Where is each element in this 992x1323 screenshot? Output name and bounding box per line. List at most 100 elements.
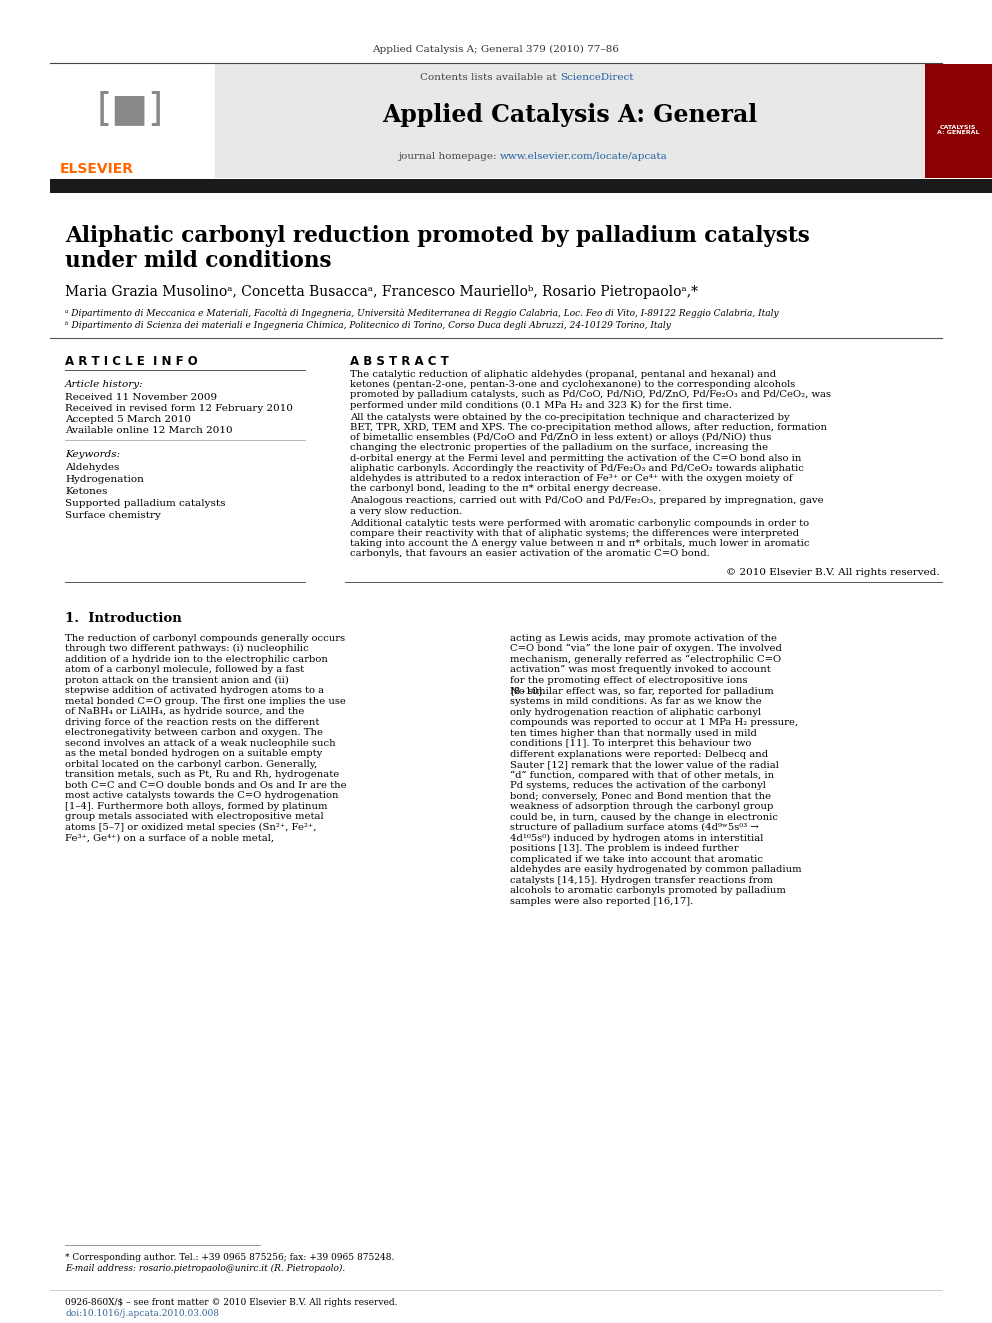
Text: aldehydes is attributed to a redox interaction of Fe³⁺ or Ce⁴⁺ with the oxygen m: aldehydes is attributed to a redox inter…	[350, 474, 793, 483]
Text: Article history:: Article history:	[65, 380, 144, 389]
Text: Received 11 November 2009: Received 11 November 2009	[65, 393, 217, 402]
Text: [8–10].: [8–10].	[510, 687, 546, 695]
Text: transition metals, such as Pt, Ru and Rh, hydrogenate: transition metals, such as Pt, Ru and Rh…	[65, 770, 339, 779]
Text: Hydrogenation: Hydrogenation	[65, 475, 144, 484]
Text: ELSEVIER: ELSEVIER	[60, 161, 134, 176]
Text: stepwise addition of activated hydrogen atoms to a: stepwise addition of activated hydrogen …	[65, 687, 324, 695]
Text: most active catalysts towards the C=O hydrogenation: most active catalysts towards the C=O hy…	[65, 791, 338, 800]
Text: second involves an attack of a weak nucleophile such: second involves an attack of a weak nucl…	[65, 738, 335, 747]
Text: Received in revised form 12 February 2010: Received in revised form 12 February 201…	[65, 404, 293, 413]
Text: Additional catalytic tests were performed with aromatic carbonylic compounds in : Additional catalytic tests were performe…	[350, 519, 809, 528]
Text: ᵇ Dipartimento di Scienza dei materiali e Ingegneria Chimica, Politecnico di Tor: ᵇ Dipartimento di Scienza dei materiali …	[65, 321, 671, 329]
Text: C=O bond “via” the lone pair of oxygen. The involved: C=O bond “via” the lone pair of oxygen. …	[510, 644, 782, 654]
Text: Applied Catalysis A: General: Applied Catalysis A: General	[382, 103, 758, 127]
Text: carbonyls, that favours an easier activation of the aromatic C=O bond.: carbonyls, that favours an easier activa…	[350, 549, 709, 558]
Text: group metals associated with electropositive metal: group metals associated with electroposi…	[65, 812, 323, 822]
Text: ten times higher than that normally used in mild: ten times higher than that normally used…	[510, 729, 757, 738]
Text: Aldehydes: Aldehydes	[65, 463, 119, 472]
Text: the carbonyl bond, leading to the π* orbital energy decrease.: the carbonyl bond, leading to the π* orb…	[350, 484, 661, 493]
FancyBboxPatch shape	[215, 64, 925, 179]
Text: A B S T R A C T: A B S T R A C T	[350, 355, 448, 368]
Text: driving force of the reaction rests on the different: driving force of the reaction rests on t…	[65, 717, 319, 726]
Text: Applied Catalysis A; General 379 (2010) 77–86: Applied Catalysis A; General 379 (2010) …	[373, 45, 619, 54]
Text: Sauter [12] remark that the lower value of the radial: Sauter [12] remark that the lower value …	[510, 761, 779, 769]
Text: changing the electronic properties of the palladium on the surface, increasing t: changing the electronic properties of th…	[350, 443, 768, 452]
Text: E-mail address: rosario.pietropaolo@unirc.it (R. Pietropaolo).: E-mail address: rosario.pietropaolo@unir…	[65, 1263, 345, 1273]
Text: CATALYSIS
A: GENERAL: CATALYSIS A: GENERAL	[936, 124, 979, 135]
Text: both C=C and C=O double bonds and Os and Ir are the: both C=C and C=O double bonds and Os and…	[65, 781, 346, 790]
Text: A R T I C L E  I N F O: A R T I C L E I N F O	[65, 355, 197, 368]
Text: 4d¹⁰5s⁰) induced by hydrogen atoms in interstitial: 4d¹⁰5s⁰) induced by hydrogen atoms in in…	[510, 833, 764, 843]
Text: Accepted 5 March 2010: Accepted 5 March 2010	[65, 415, 191, 423]
Text: only hydrogenation reaction of aliphatic carbonyl: only hydrogenation reaction of aliphatic…	[510, 708, 761, 717]
Text: compounds was reported to occur at 1 MPa H₂ pressure,: compounds was reported to occur at 1 MPa…	[510, 718, 799, 728]
Text: Analogous reactions, carried out with Pd/CoO and Pd/Fe₂O₃, prepared by impregnat: Analogous reactions, carried out with Pd…	[350, 496, 823, 505]
Text: alcohols to aromatic carbonyls promoted by palladium: alcohols to aromatic carbonyls promoted …	[510, 886, 786, 896]
Text: activation” was most frequently invoked to account: activation” was most frequently invoked …	[510, 665, 771, 675]
Text: Maria Grazia Musolinoᵃ, Concetta Busaccaᵃ, Francesco Maurielloᵇ, Rosario Pietrop: Maria Grazia Musolinoᵃ, Concetta Busacca…	[65, 284, 698, 299]
Text: taking into account the Δ energy value between π and π* orbitals, much lower in : taking into account the Δ energy value b…	[350, 540, 809, 548]
Text: Available online 12 March 2010: Available online 12 March 2010	[65, 426, 233, 435]
FancyBboxPatch shape	[50, 179, 992, 193]
Text: 1.  Introduction: 1. Introduction	[65, 611, 182, 624]
Text: of NaBH₄ or LiAlH₄, as hydride source, and the: of NaBH₄ or LiAlH₄, as hydride source, a…	[65, 706, 305, 716]
Text: aldehydes are easily hydrogenated by common palladium: aldehydes are easily hydrogenated by com…	[510, 865, 802, 875]
Text: samples were also reported [16,17].: samples were also reported [16,17].	[510, 897, 693, 906]
Text: under mild conditions: under mild conditions	[65, 250, 331, 273]
Text: “d” function, compared with that of other metals, in: “d” function, compared with that of othe…	[510, 770, 774, 781]
Text: Supported palladium catalysts: Supported palladium catalysts	[65, 499, 225, 508]
Text: mechanism, generally referred as “electrophilic C=O: mechanism, generally referred as “electr…	[510, 655, 781, 664]
Text: bond; conversely, Ponec and Bond mention that the: bond; conversely, Ponec and Bond mention…	[510, 791, 771, 800]
Text: compare their reactivity with that of aliphatic systems; the differences were in: compare their reactivity with that of al…	[350, 529, 799, 538]
Text: positions [13]. The problem is indeed further: positions [13]. The problem is indeed fu…	[510, 844, 739, 853]
Text: ᵃ Dipartimento di Meccanica e Materiali, Facoltà di Ingegneria, Università Medit: ᵃ Dipartimento di Meccanica e Materiali,…	[65, 308, 779, 318]
Text: doi:10.1016/j.apcata.2010.03.008: doi:10.1016/j.apcata.2010.03.008	[65, 1308, 219, 1318]
Text: Fe³⁺, Ge⁴⁺) on a surface of a noble metal,: Fe³⁺, Ge⁴⁺) on a surface of a noble meta…	[65, 833, 274, 843]
Text: atom of a carbonyl molecule, followed by a fast: atom of a carbonyl molecule, followed by…	[65, 665, 305, 675]
Text: Surface chemistry: Surface chemistry	[65, 511, 161, 520]
Text: * Corresponding author. Tel.: +39 0965 875256; fax: +39 0965 875248.: * Corresponding author. Tel.: +39 0965 8…	[65, 1253, 395, 1262]
Text: Keywords:: Keywords:	[65, 450, 120, 459]
Text: d-orbital energy at the Fermi level and permitting the activation of the C=O bon: d-orbital energy at the Fermi level and …	[350, 454, 802, 463]
Text: No similar effect was, so far, reported for palladium: No similar effect was, so far, reported …	[510, 687, 774, 696]
Text: BET, TPR, XRD, TEM and XPS. The co-precipitation method allows, after reduction,: BET, TPR, XRD, TEM and XPS. The co-preci…	[350, 423, 827, 433]
Text: performed under mild conditions (0.1 MPa H₂ and 323 K) for the first time.: performed under mild conditions (0.1 MPa…	[350, 401, 732, 410]
Text: systems in mild conditions. As far as we know the: systems in mild conditions. As far as we…	[510, 697, 762, 706]
Text: addition of a hydride ion to the electrophilic carbon: addition of a hydride ion to the electro…	[65, 655, 328, 664]
Text: could be, in turn, caused by the change in electronic: could be, in turn, caused by the change …	[510, 812, 778, 822]
Text: The reduction of carbonyl compounds generally occurs: The reduction of carbonyl compounds gene…	[65, 634, 345, 643]
Text: journal homepage:: journal homepage:	[398, 152, 500, 161]
Text: proton attack on the transient anion and (ii): proton attack on the transient anion and…	[65, 676, 289, 685]
Text: [1–4]. Furthermore both alloys, formed by platinum: [1–4]. Furthermore both alloys, formed b…	[65, 802, 327, 811]
Text: as the metal bonded hydrogen on a suitable empty: as the metal bonded hydrogen on a suitab…	[65, 749, 322, 758]
Text: 0926-860X/$ – see front matter © 2010 Elsevier B.V. All rights reserved.: 0926-860X/$ – see front matter © 2010 El…	[65, 1298, 398, 1307]
Text: The catalytic reduction of aliphatic aldehydes (propanal, pentanal and hexanal) : The catalytic reduction of aliphatic ald…	[350, 370, 776, 380]
Text: Pd systems, reduces the activation of the carbonyl: Pd systems, reduces the activation of th…	[510, 781, 766, 790]
Text: structure of palladium surface atoms (4d⁹ʷ5s⁰³ →: structure of palladium surface atoms (4d…	[510, 823, 759, 832]
Text: atoms [5–7] or oxidized metal species (Sn²⁺, Fe²⁺,: atoms [5–7] or oxidized metal species (S…	[65, 823, 316, 832]
Text: Contents lists available at: Contents lists available at	[421, 73, 560, 82]
FancyBboxPatch shape	[925, 64, 992, 179]
Text: promoted by palladium catalysts, such as Pd/CoO, Pd/NiO, Pd/ZnO, Pd/Fe₂O₃ and Pd: promoted by palladium catalysts, such as…	[350, 390, 831, 400]
Text: orbital located on the carbonyl carbon. Generally,: orbital located on the carbonyl carbon. …	[65, 759, 317, 769]
Text: conditions [11]. To interpret this behaviour two: conditions [11]. To interpret this behav…	[510, 740, 751, 747]
Text: complicated if we take into account that aromatic: complicated if we take into account that…	[510, 855, 763, 864]
Text: through two different pathways: (i) nucleophilic: through two different pathways: (i) nucl…	[65, 644, 309, 654]
Text: Ketones: Ketones	[65, 487, 107, 496]
Text: [■]: [■]	[96, 91, 164, 130]
Text: electronegativity between carbon and oxygen. The: electronegativity between carbon and oxy…	[65, 728, 323, 737]
Text: for the promoting effect of electropositive ions: for the promoting effect of electroposit…	[510, 676, 748, 684]
Text: Aliphatic carbonyl reduction promoted by palladium catalysts: Aliphatic carbonyl reduction promoted by…	[65, 225, 809, 247]
Text: acting as Lewis acids, may promote activation of the: acting as Lewis acids, may promote activ…	[510, 634, 777, 643]
Text: ScienceDirect: ScienceDirect	[560, 73, 634, 82]
Text: © 2010 Elsevier B.V. All rights reserved.: © 2010 Elsevier B.V. All rights reserved…	[726, 568, 940, 577]
Text: www.elsevier.com/locate/apcata: www.elsevier.com/locate/apcata	[500, 152, 668, 161]
Text: metal bonded C=O group. The first one implies the use: metal bonded C=O group. The first one im…	[65, 697, 346, 705]
Text: a very slow reduction.: a very slow reduction.	[350, 507, 462, 516]
FancyBboxPatch shape	[50, 64, 215, 179]
Text: different explanations were reported: Delbecq and: different explanations were reported: De…	[510, 750, 768, 758]
Text: aliphatic carbonyls. Accordingly the reactivity of Pd/Fe₂O₃ and Pd/CeO₂ towards : aliphatic carbonyls. Accordingly the rea…	[350, 464, 804, 472]
Text: ketones (pentan-2-one, pentan-3-one and cyclohexanone) to the corresponding alco: ketones (pentan-2-one, pentan-3-one and …	[350, 380, 796, 389]
Text: catalysts [14,15]. Hydrogen transfer reactions from: catalysts [14,15]. Hydrogen transfer rea…	[510, 876, 773, 885]
Text: weakness of adsorption through the carbonyl group: weakness of adsorption through the carbo…	[510, 802, 774, 811]
